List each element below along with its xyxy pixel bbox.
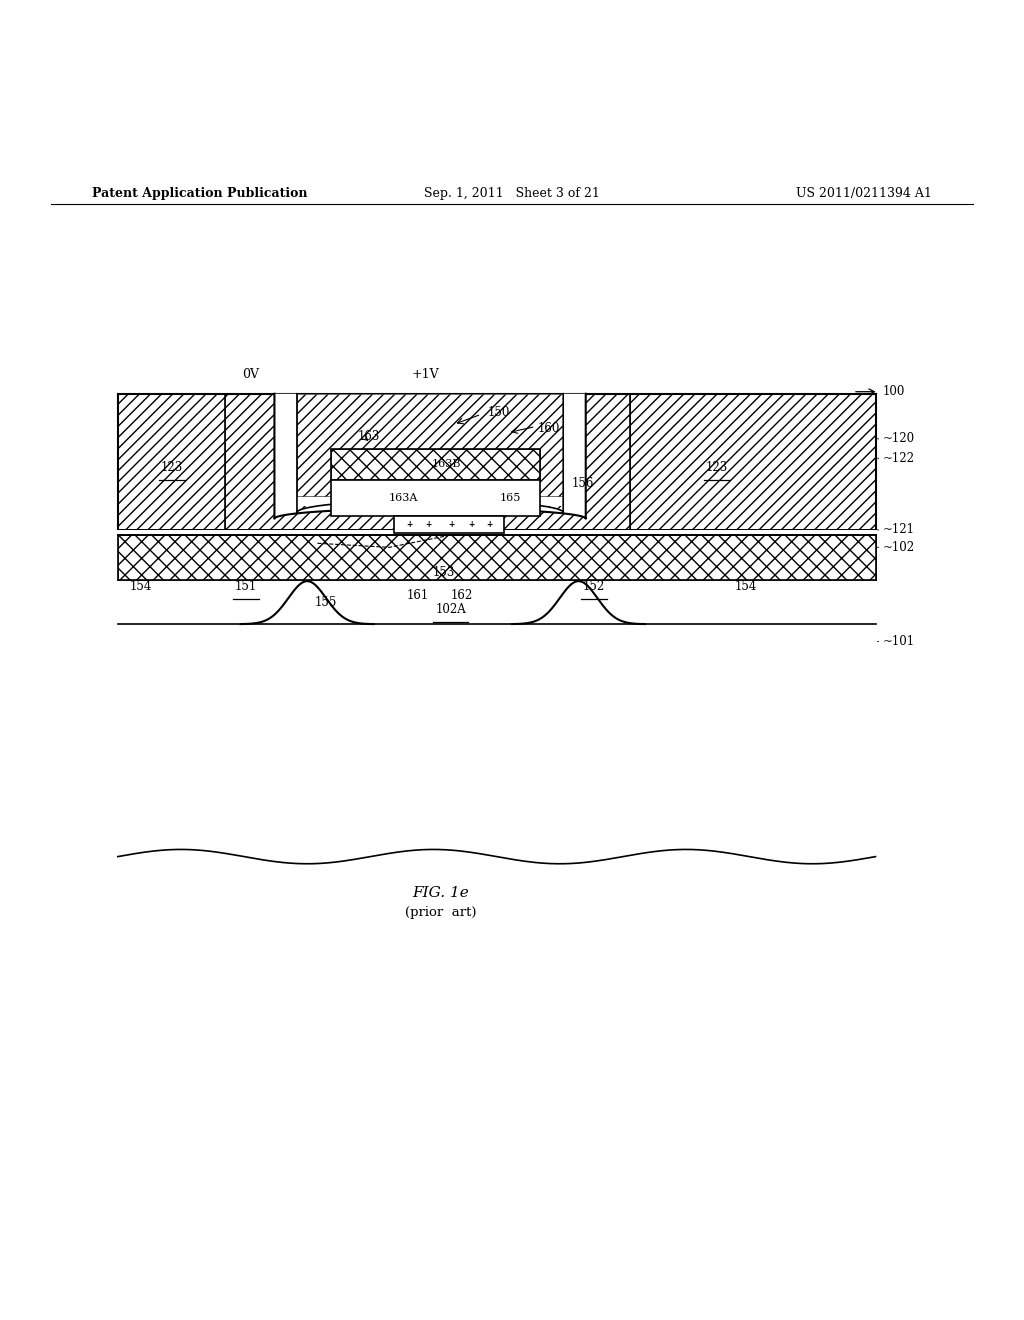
Bar [394, 516, 504, 533]
Text: FIG. 1e: FIG. 1e [412, 887, 469, 900]
Text: +: + [468, 520, 474, 529]
Text: Patent Application Publication: Patent Application Publication [92, 186, 307, 199]
Text: 150: 150 [487, 405, 510, 418]
Text: ~121: ~121 [883, 524, 914, 536]
Text: ~122: ~122 [883, 451, 914, 465]
Text: 152: 152 [583, 579, 605, 593]
Text: 0V: 0V [243, 368, 259, 381]
Text: +: + [486, 520, 493, 529]
Bar [118, 535, 876, 579]
Bar [118, 393, 225, 529]
Bar [331, 449, 540, 479]
Text: 123: 123 [161, 461, 183, 474]
Text: 154: 154 [734, 579, 757, 593]
Text: 162: 162 [451, 589, 473, 602]
Text: +: + [449, 520, 455, 529]
Text: 151: 151 [234, 579, 257, 593]
Text: (prior  art): (prior art) [404, 907, 476, 920]
Text: 163: 163 [357, 430, 380, 444]
Text: 123: 123 [706, 461, 728, 474]
Text: 102A: 102A [435, 603, 466, 616]
Text: +: + [407, 520, 413, 529]
Text: 160: 160 [538, 422, 560, 436]
Text: 154: 154 [130, 579, 153, 593]
Text: 155: 155 [314, 597, 337, 609]
Bar [331, 479, 540, 516]
Text: 161: 161 [407, 589, 429, 602]
Bar [297, 393, 563, 507]
Text: 153: 153 [432, 566, 455, 579]
Text: +: + [425, 520, 431, 529]
Bar [630, 393, 876, 529]
Text: US 2011/0211394 A1: US 2011/0211394 A1 [796, 186, 932, 199]
Text: 165: 165 [500, 494, 521, 503]
Text: 163A: 163A [389, 494, 419, 503]
Text: 100: 100 [883, 385, 905, 399]
Text: ~101: ~101 [883, 635, 914, 648]
Text: Sep. 1, 2011   Sheet 3 of 21: Sep. 1, 2011 Sheet 3 of 21 [424, 186, 600, 199]
Text: 156: 156 [571, 478, 594, 490]
Text: 163B: 163B [432, 459, 461, 470]
Text: +1V: +1V [412, 368, 438, 381]
Text: ~120: ~120 [883, 433, 914, 445]
Text: ~102: ~102 [883, 541, 914, 554]
Polygon shape [274, 393, 586, 519]
Bar [225, 393, 630, 529]
